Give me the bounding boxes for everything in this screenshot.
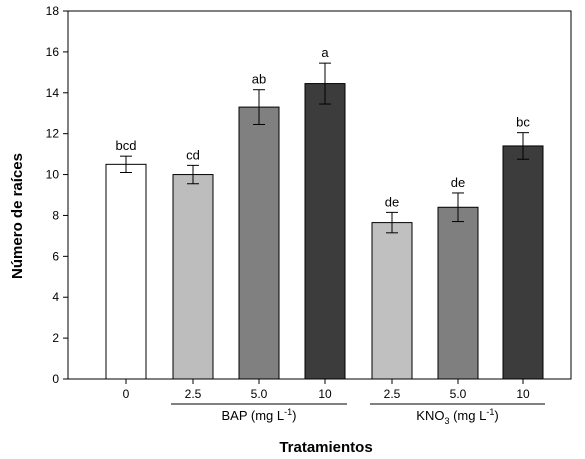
x-tick-label: 2.5 [384,387,401,401]
group-label: KNO3 (mg L-1) [416,407,498,426]
x-tick-label: 10 [318,387,332,401]
group-labels: BAP (mg L-1) KNO3 (mg L-1) [171,403,545,426]
y-tick-label: 6 [52,249,59,263]
x-tick-label: 2.5 [185,387,202,401]
y-tick-label: 14 [46,86,60,100]
y-tick-label: 4 [52,290,59,304]
y-tick-label: 8 [52,208,59,222]
bar [304,83,346,380]
bar [172,174,214,380]
significance-letter: ab [252,72,266,87]
y-tick-label: 16 [46,45,60,59]
significance-letter: bc [516,115,530,130]
bar [502,145,544,380]
bar [238,106,280,380]
significance-letter: bcd [116,138,137,153]
bar [371,222,413,380]
bar [437,206,479,380]
x-axis-label: Tratamientos [279,439,372,456]
y-tick-label: 12 [46,127,60,141]
y-tick-label: 18 [46,4,60,18]
x-tick-label: 5.0 [251,387,268,401]
x-tick-label: 5.0 [450,387,467,401]
bar [105,163,147,380]
y-axis-label: Número de raíces [9,153,26,279]
y-tick-label: 0 [52,372,59,386]
y-tick-label: 2 [52,331,59,345]
bars: bcd cd ab a de de bc [105,45,544,380]
y-tick-label: 10 [46,168,60,182]
group-label: BAP (mg L-1) [222,407,297,423]
significance-letter: de [385,194,399,209]
x-tick-label: 0 [123,387,130,401]
significance-letter: de [451,175,465,190]
significance-letter: cd [186,147,200,162]
significance-letter: a [321,45,329,60]
x-tick-label: 10 [516,387,530,401]
